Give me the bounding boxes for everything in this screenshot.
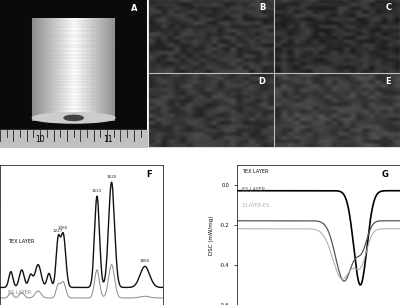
Text: 1513: 1513 [92,189,102,193]
Text: 1865: 1865 [140,259,150,263]
Text: 11: 11 [103,135,112,145]
Text: C: C [385,3,391,12]
Text: TEX LAYER: TEX LAYER [242,169,268,174]
Y-axis label: DSC (mW/mg): DSC (mW/mg) [209,215,214,254]
Text: 1265: 1265 [58,225,68,230]
Text: TEX LAYER: TEX LAYER [8,239,34,244]
Text: ES LAYER: ES LAYER [8,290,31,295]
Text: 1227: 1227 [53,229,63,233]
Text: A: A [130,4,137,13]
Text: G: G [382,170,388,179]
Text: 10: 10 [35,135,44,145]
Ellipse shape [32,113,115,123]
Text: 1620: 1620 [106,175,117,179]
Text: ES LAYER: ES LAYER [242,187,265,192]
Ellipse shape [64,115,83,120]
Text: D: D [258,77,265,86]
Text: F: F [146,170,152,179]
Text: B: B [259,3,265,12]
Text: E: E [386,77,391,86]
Text: 3-LAYER-ES: 3-LAYER-ES [242,203,270,207]
